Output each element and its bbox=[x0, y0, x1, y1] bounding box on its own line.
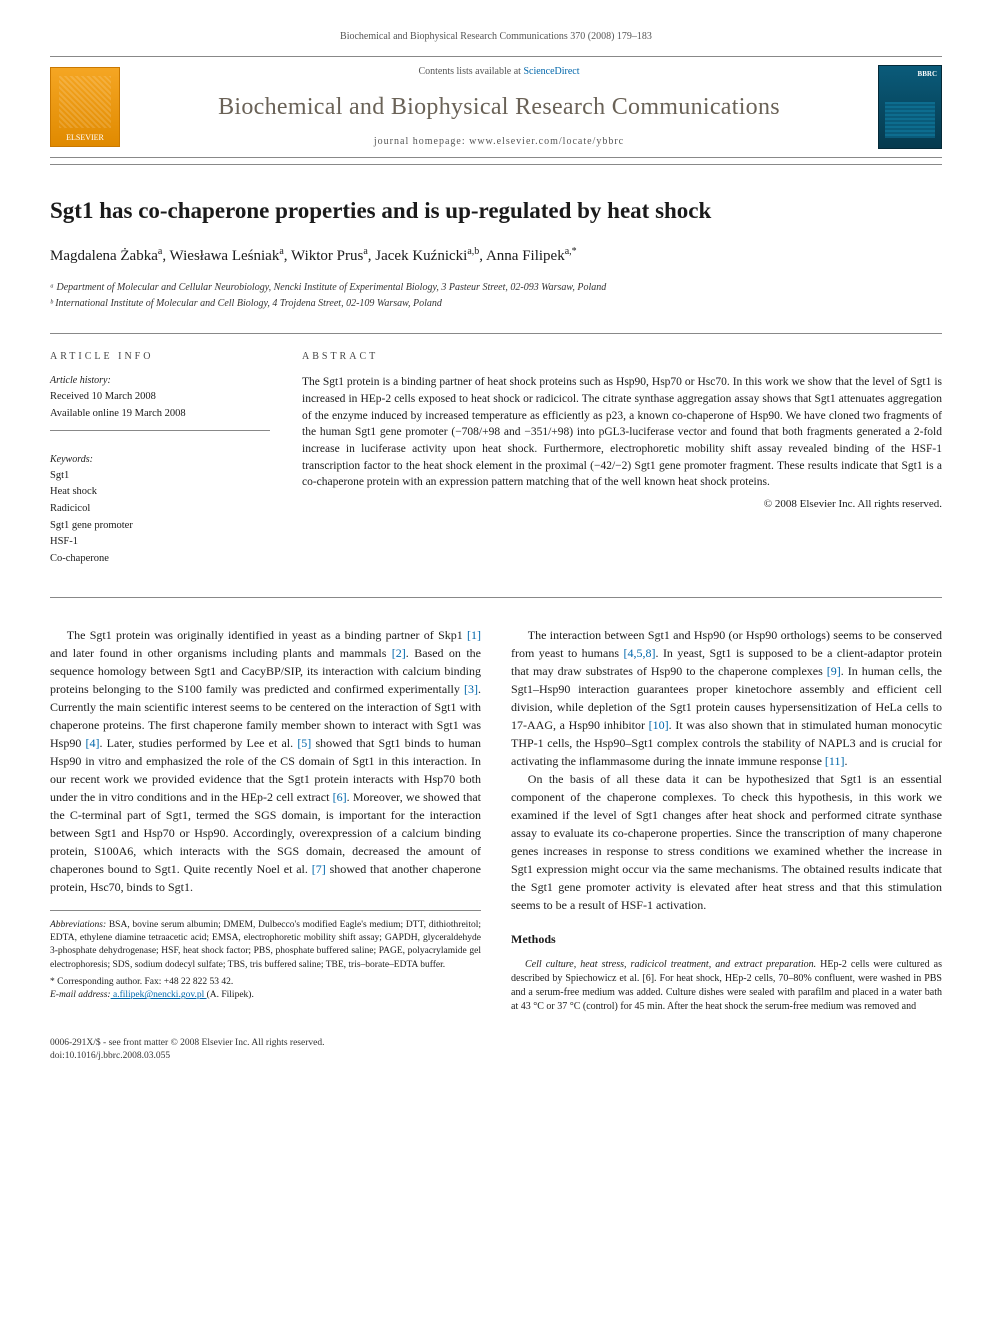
running-head-citation: Biochemical and Biophysical Research Com… bbox=[50, 30, 942, 44]
article-title: Sgt1 has co-chaperone properties and is … bbox=[50, 195, 942, 227]
page-footer: 0006-291X/$ - see front matter © 2008 El… bbox=[50, 1030, 942, 1064]
abstract-copyright: © 2008 Elsevier Inc. All rights reserved… bbox=[302, 497, 942, 512]
article-info-row: ARTICLE INFO Article history: Received 1… bbox=[50, 333, 942, 569]
abstract-block: ABSTRACT The Sgt1 protein is a binding p… bbox=[302, 350, 942, 569]
keyword: HSF-1 bbox=[50, 535, 270, 550]
journal-name: Biochemical and Biophysical Research Com… bbox=[120, 91, 878, 125]
abstract-text: The Sgt1 protein is a binding partner of… bbox=[302, 374, 942, 491]
body-para: The interaction between Sgt1 and Hsp90 (… bbox=[511, 626, 942, 770]
email-line: E-mail address: a.filipek@nencki.gov.pl … bbox=[50, 989, 481, 1002]
methods-heading: Methods bbox=[511, 930, 942, 948]
methods-lead: Cell culture, heat stress, radicicol tre… bbox=[525, 959, 816, 970]
email-label: E-mail address: bbox=[50, 990, 111, 1000]
article-info: ARTICLE INFO Article history: Received 1… bbox=[50, 350, 270, 569]
affiliation-a: ᵃ Department of Molecular and Cellular N… bbox=[50, 281, 942, 295]
masthead-rule bbox=[50, 164, 942, 165]
body-col-right: The interaction between Sgt1 and Hsp90 (… bbox=[511, 626, 942, 1014]
info-rule bbox=[50, 430, 270, 431]
masthead-center: Contents lists available at ScienceDirec… bbox=[120, 65, 878, 149]
footnotes: Abbreviations: BSA, bovine serum albumin… bbox=[50, 910, 481, 1003]
contents-prefix: Contents lists available at bbox=[418, 66, 523, 77]
front-matter-line: 0006-291X/$ - see front matter © 2008 El… bbox=[50, 1037, 324, 1050]
keywords-label: Keywords: bbox=[50, 453, 270, 467]
elsevier-logo-label: ELSEVIER bbox=[66, 132, 104, 143]
received-line: Received 10 March 2008 bbox=[50, 390, 270, 405]
body-col-left: The Sgt1 protein was originally identifi… bbox=[50, 626, 481, 1014]
methods-para: Cell culture, heat stress, radicicol tre… bbox=[511, 958, 942, 1014]
homepage-url: www.elsevier.com/locate/ybbrc bbox=[469, 136, 624, 147]
elsevier-logo: ELSEVIER bbox=[50, 67, 120, 147]
authors: Magdalena Żabkaa, Wiesława Leśniaka, Wik… bbox=[50, 245, 942, 267]
body-para: On the basis of all these data it can be… bbox=[511, 770, 942, 914]
article-info-head: ARTICLE INFO bbox=[50, 350, 270, 364]
body-columns: The Sgt1 protein was originally identifi… bbox=[50, 597, 942, 1014]
footer-barcode-placeholder bbox=[872, 1030, 942, 1064]
abbr-label: Abbreviations: bbox=[50, 920, 106, 930]
email-who: (A. Filipek). bbox=[207, 990, 254, 1000]
journal-homepage: journal homepage: www.elsevier.com/locat… bbox=[120, 135, 878, 149]
keyword: Radicicol bbox=[50, 502, 270, 517]
keyword: Co-chaperone bbox=[50, 552, 270, 567]
history-label: Article history: bbox=[50, 374, 270, 388]
homepage-prefix: journal homepage: bbox=[374, 136, 469, 147]
masthead: ELSEVIER Contents lists available at Sci… bbox=[50, 56, 942, 158]
affiliations: ᵃ Department of Molecular and Cellular N… bbox=[50, 281, 942, 311]
abbr-text: BSA, bovine serum albumin; DMEM, Dulbecc… bbox=[50, 920, 481, 970]
journal-cover-thumb bbox=[878, 65, 942, 149]
abstract-head: ABSTRACT bbox=[302, 350, 942, 364]
sciencedirect-link[interactable]: ScienceDirect bbox=[523, 66, 579, 77]
contents-line: Contents lists available at ScienceDirec… bbox=[120, 65, 878, 79]
abbreviations: Abbreviations: BSA, bovine serum albumin… bbox=[50, 919, 481, 972]
footer-left: 0006-291X/$ - see front matter © 2008 El… bbox=[50, 1037, 324, 1064]
keyword: Heat shock bbox=[50, 485, 270, 500]
affiliation-b: ᵇ International Institute of Molecular a… bbox=[50, 297, 942, 311]
keyword: Sgt1 gene promoter bbox=[50, 519, 270, 534]
corresponding-author: * Corresponding author. Fax: +48 22 822 … bbox=[50, 976, 481, 989]
body-para: The Sgt1 protein was originally identifi… bbox=[50, 626, 481, 896]
available-line: Available online 19 March 2008 bbox=[50, 407, 270, 422]
corresponding-email-link[interactable]: a.filipek@nencki.gov.pl bbox=[111, 990, 207, 1000]
keyword: Sgt1 bbox=[50, 469, 270, 484]
doi-line: doi:10.1016/j.bbrc.2008.03.055 bbox=[50, 1050, 324, 1063]
